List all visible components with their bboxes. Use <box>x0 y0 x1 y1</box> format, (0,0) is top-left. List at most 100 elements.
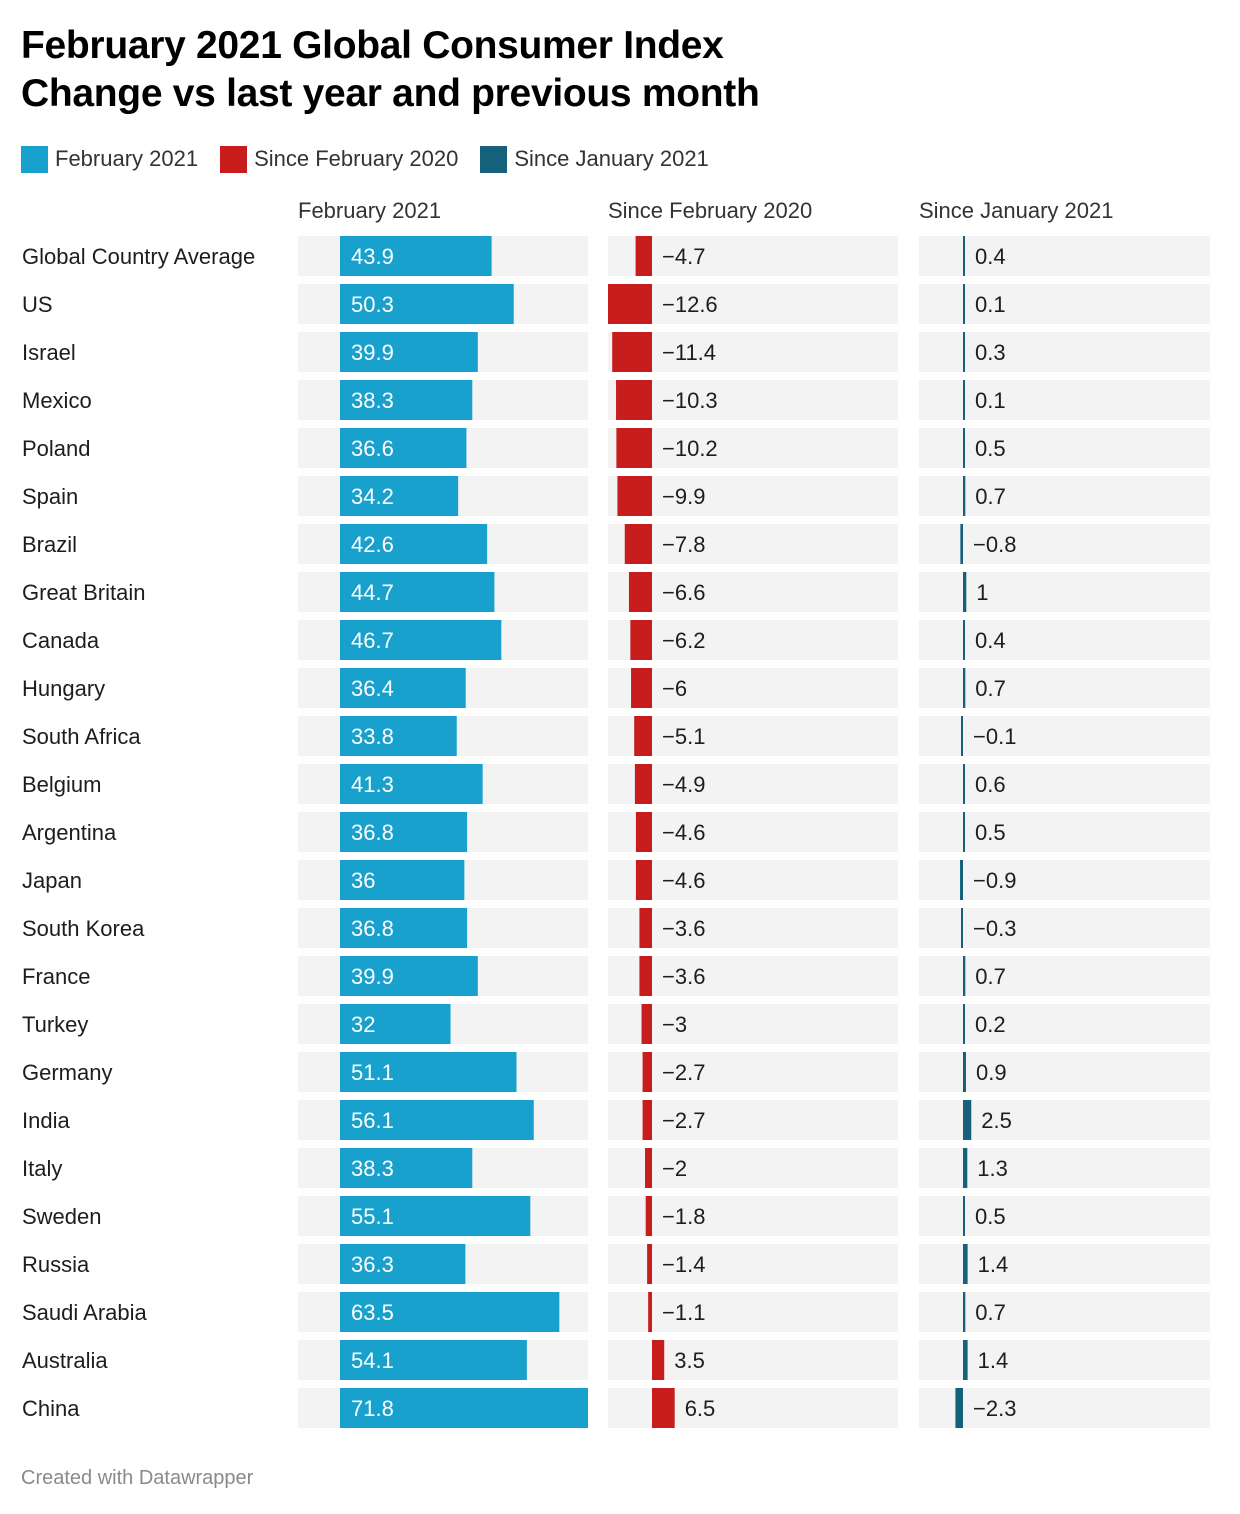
row-background <box>919 860 1210 900</box>
data-label: −1.1 <box>662 1300 705 1325</box>
row-background <box>608 524 898 564</box>
data-label: 0.1 <box>975 292 1006 317</box>
row-label: Belgium <box>22 772 101 797</box>
row-label: Turkey <box>22 1012 88 1037</box>
data-label: −6.2 <box>662 628 705 653</box>
row-background <box>608 572 898 612</box>
data-label: 55.1 <box>351 1204 394 1229</box>
data-label: −2 <box>662 1156 687 1181</box>
row-label: Brazil <box>22 532 77 557</box>
data-label: −0.8 <box>973 532 1016 557</box>
data-label: −4.6 <box>662 820 705 845</box>
bar <box>963 620 965 660</box>
bar <box>645 1148 652 1188</box>
data-label: −6.6 <box>662 580 705 605</box>
bar <box>963 332 965 372</box>
legend-swatch-since-jan2021 <box>480 145 508 173</box>
bar <box>340 1100 534 1140</box>
row-background <box>608 1052 898 1092</box>
data-label: 43.9 <box>351 244 394 269</box>
title-line-2: Change vs last year and previous month <box>21 72 760 115</box>
data-label: 0.1 <box>975 388 1006 413</box>
bar <box>340 572 495 612</box>
bar <box>963 284 965 324</box>
row-background <box>919 908 1210 948</box>
data-label: −0.9 <box>973 868 1016 893</box>
bar <box>340 1292 560 1332</box>
column-header-feb2021: February 2021 <box>298 198 442 223</box>
data-label: 0.5 <box>975 436 1006 461</box>
row-background <box>608 764 898 804</box>
row-label: Canada <box>22 628 100 653</box>
bar <box>616 428 652 468</box>
column-header-since-feb2020: Since February 2020 <box>608 198 813 223</box>
bar <box>963 764 965 804</box>
bar <box>963 1196 965 1236</box>
data-label: 41.3 <box>351 772 394 797</box>
bar <box>628 572 652 612</box>
legend-item-since-jan2021: Since January 2021 <box>480 145 709 173</box>
row-background <box>919 236 1210 276</box>
data-label: 0.7 <box>975 484 1006 509</box>
row-background <box>608 860 898 900</box>
row-label: Argentina <box>22 820 117 845</box>
bar <box>340 1244 466 1284</box>
row-background <box>608 1340 898 1380</box>
data-label: 1.4 <box>978 1252 1009 1277</box>
data-label: 0.7 <box>975 964 1006 989</box>
bar <box>340 1004 451 1044</box>
bar <box>963 1292 966 1332</box>
bar <box>616 380 652 420</box>
row-label: US <box>22 292 53 317</box>
data-label: 0.2 <box>975 1012 1006 1037</box>
data-label: 51.1 <box>351 1060 394 1085</box>
bar <box>963 380 965 420</box>
bar <box>631 668 652 708</box>
legend-label-since-feb2020: Since February 2020 <box>254 146 459 171</box>
data-label: −4.7 <box>662 244 705 269</box>
bar <box>963 1340 968 1380</box>
data-label: −5.1 <box>662 724 705 749</box>
bar <box>340 524 488 564</box>
row-background <box>919 524 1210 564</box>
bar <box>963 1052 966 1092</box>
data-label: 38.3 <box>351 1156 394 1181</box>
title-line-1: February 2021 Global Consumer Index <box>21 24 724 67</box>
bar <box>963 572 967 612</box>
row-background <box>608 476 898 516</box>
data-label: 1.3 <box>977 1156 1008 1181</box>
data-label: 32 <box>351 1012 375 1037</box>
legend-label-since-jan2021: Since January 2021 <box>514 146 709 171</box>
row-background <box>919 1388 1210 1428</box>
row-background <box>919 1148 1210 1188</box>
data-label: −3.6 <box>662 916 705 941</box>
row-label: Japan <box>22 868 82 893</box>
row-label: Germany <box>22 1060 112 1085</box>
row-background <box>608 332 898 372</box>
bar <box>639 908 652 948</box>
data-label: −10.3 <box>662 388 718 413</box>
legend-item-feb2021: February 2021 <box>21 145 198 173</box>
row-background <box>608 1148 898 1188</box>
bar <box>340 332 478 372</box>
data-label: 34.2 <box>351 484 394 509</box>
bar <box>652 1340 665 1380</box>
row-background <box>608 1388 898 1428</box>
bar <box>340 1148 473 1188</box>
bar <box>961 716 963 756</box>
data-label: 1 <box>976 580 988 605</box>
row-background <box>608 908 898 948</box>
data-label: −12.6 <box>662 292 718 317</box>
data-label: 71.8 <box>351 1396 394 1421</box>
data-label: 1.4 <box>978 1348 1009 1373</box>
bar <box>340 668 466 708</box>
bar <box>634 764 652 804</box>
bar <box>340 812 468 852</box>
data-label: 0.5 <box>975 1204 1006 1229</box>
data-label: −11.4 <box>662 340 716 365</box>
row-label: Great Britain <box>22 580 146 605</box>
row-background <box>919 284 1210 324</box>
data-label: 54.1 <box>351 1348 394 1373</box>
bar <box>648 1292 652 1332</box>
data-label: 46.7 <box>351 628 394 653</box>
